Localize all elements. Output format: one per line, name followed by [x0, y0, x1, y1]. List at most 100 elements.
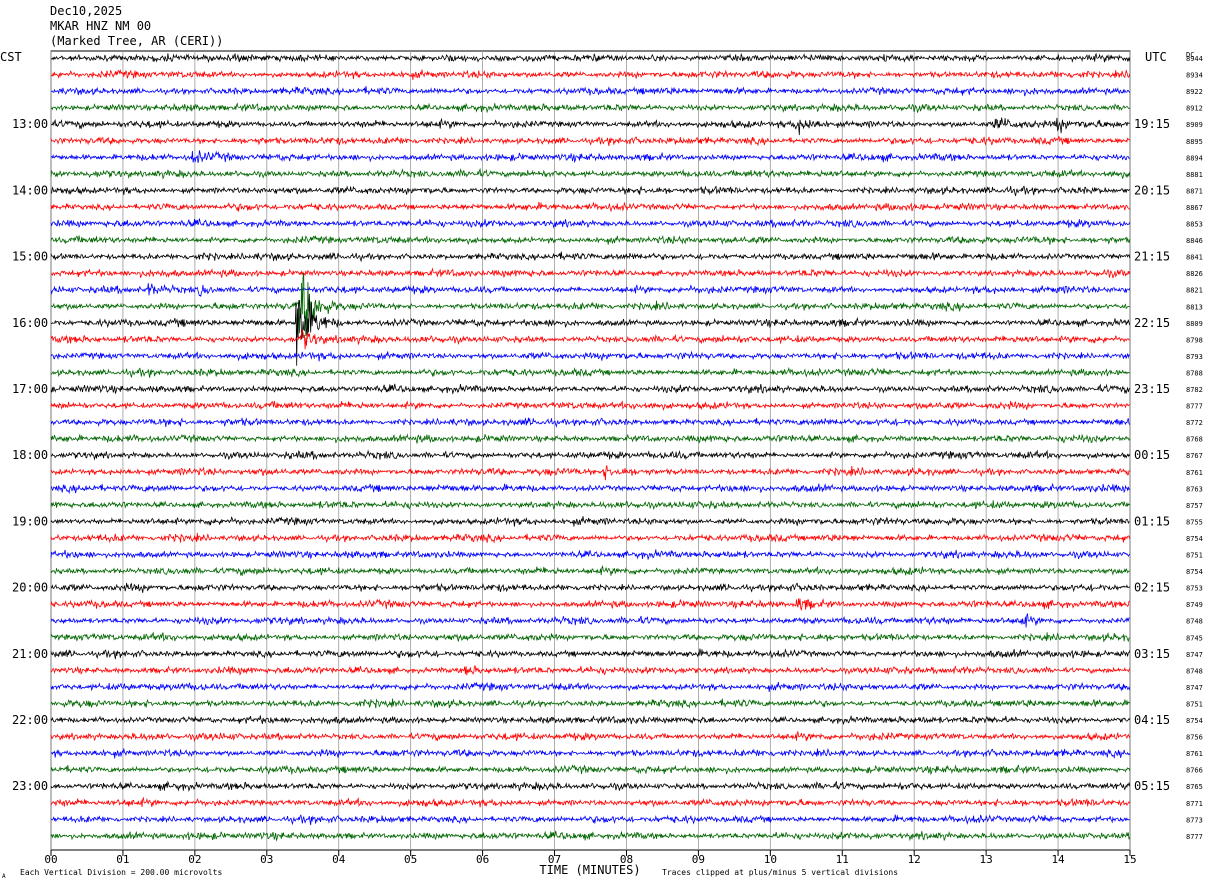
trace-line-26: [50, 482, 1131, 495]
trace-line-46: [50, 814, 1130, 826]
traces: [50, 52, 1131, 842]
scale-note: Each Vertical Division = 200.00 microvol…: [20, 868, 222, 877]
left-time-label: 23:00: [12, 779, 48, 793]
trace-line-36: [50, 648, 1131, 660]
trace-line-20: [50, 383, 1131, 395]
left-time-label: 17:00: [12, 382, 48, 396]
trace-line-7: [50, 167, 1131, 180]
right-time-label: 20:15: [1134, 183, 1170, 197]
dc-offset-label: 8748: [1186, 618, 1203, 626]
x-tick-label-00: 00: [44, 853, 57, 866]
left-time-label: 21:00: [12, 647, 48, 661]
trace-line-31: [50, 565, 1130, 577]
trace-line-34: [50, 613, 1130, 628]
trace-line-30: [50, 549, 1131, 561]
dc-offset-label: 8761: [1186, 750, 1203, 758]
trace-line-13: [50, 267, 1131, 279]
dc-offset-label: 8757: [1186, 502, 1203, 510]
left-time-label: 16:00: [12, 316, 48, 330]
x-tick-label-01: 01: [116, 853, 129, 866]
dc-offset-label: 8768: [1186, 436, 1203, 444]
trace-line-5: [50, 136, 1131, 147]
x-tick-label-11: 11: [836, 853, 849, 866]
dc-offset-label: 8912: [1186, 105, 1203, 113]
trace-line-3: [50, 102, 1130, 114]
dc-offset-label: 8754: [1186, 568, 1203, 576]
date-label: Dec10,2025: [50, 4, 123, 18]
x-tick-label-07: 07: [548, 853, 561, 866]
right-time-label: 00:15: [1134, 448, 1170, 462]
right-time-label: 19:15: [1134, 117, 1170, 131]
x-tick-label-06: 06: [476, 853, 489, 866]
trace-line-32: [50, 582, 1130, 593]
trace-line-45: [50, 796, 1131, 808]
dc-offset-label: 8767: [1186, 452, 1203, 460]
trace-line-38: [50, 681, 1131, 693]
trace-line-8: [50, 185, 1130, 197]
dc-offset-label: 8909: [1186, 121, 1203, 129]
trace-line-1: [50, 68, 1131, 81]
dc-offset-label: 8777: [1186, 833, 1203, 841]
trace-line-25: [50, 465, 1130, 481]
dc-offset-label: 8821: [1186, 287, 1203, 295]
trace-line-0: [50, 52, 1131, 64]
trace-line-15: [50, 272, 1130, 337]
grid: [50, 50, 1131, 856]
dc-offset-label: 8895: [1186, 138, 1203, 146]
x-tick-label-10: 10: [764, 853, 777, 866]
dc-offset-label: 8871: [1186, 187, 1203, 195]
x-tick-label-13: 13: [980, 853, 993, 866]
right-axis-label: UTC: [1145, 50, 1167, 64]
x-tick-label-03: 03: [260, 853, 273, 866]
trace-line-10: [50, 218, 1131, 229]
dc-offset-label: 8751: [1186, 700, 1203, 708]
right-time-label: 05:15: [1134, 779, 1170, 793]
right-time-label: 22:15: [1134, 316, 1170, 330]
dc-offset-label: 8894: [1186, 154, 1203, 162]
left-time-label: 22:00: [12, 713, 48, 727]
dc-offset-label: 8841: [1186, 254, 1203, 262]
right-time-label: 04:15: [1134, 713, 1170, 727]
trace-line-47: [50, 830, 1131, 842]
trace-line-41: [50, 730, 1131, 743]
dc-offset-label: 8751: [1186, 552, 1203, 560]
dc-offset-label: 8763: [1186, 485, 1203, 493]
dc-offset-label: 8782: [1186, 386, 1203, 394]
trace-line-40: [50, 715, 1131, 726]
trace-line-18: [50, 350, 1130, 362]
x-tick-label-15: 15: [1123, 853, 1136, 866]
dc-offset-label: 8766: [1186, 767, 1203, 775]
right-time-label: 03:15: [1134, 647, 1170, 661]
trace-line-21: [50, 400, 1131, 411]
right-time-label: 21:15: [1134, 250, 1170, 264]
x-axis-title: TIME (MINUTES): [539, 863, 640, 877]
dc-offset-label: 8747: [1186, 684, 1203, 692]
dc-offset-label: 8809: [1186, 320, 1203, 328]
trace-line-23: [50, 433, 1131, 444]
dc-offset-label: 8754: [1186, 717, 1203, 725]
dc-offset-label: 8813: [1186, 303, 1203, 311]
left-time-label: 13:00: [12, 117, 48, 131]
dc-offset-label: 8826: [1186, 270, 1203, 278]
trace-line-12: [50, 251, 1131, 263]
dc-offset-label: 8756: [1186, 734, 1203, 742]
trace-line-29: [50, 532, 1131, 544]
dc-offset-label: 8798: [1186, 336, 1203, 344]
x-tick-label-05: 05: [404, 853, 417, 866]
trace-line-9: [50, 201, 1131, 213]
dc-offset-label: 8777: [1186, 403, 1203, 411]
trace-line-19: [50, 366, 1130, 378]
right-time-label: 02:15: [1134, 581, 1170, 595]
trace-line-33: [50, 598, 1130, 611]
x-tick-label-02: 02: [188, 853, 201, 866]
right-time-label: 01:15: [1134, 514, 1170, 528]
trace-line-28: [50, 516, 1130, 527]
dc-offset-label: 8753: [1186, 585, 1203, 593]
trace-line-35: [50, 631, 1130, 643]
x-tick-label-04: 04: [332, 853, 346, 866]
dc-offset-label: 8788: [1186, 369, 1203, 377]
trace-line-37: [50, 665, 1131, 676]
x-tick-label-08: 08: [620, 853, 633, 866]
clip-note: Traces clipped at plus/minus 5 vertical …: [662, 868, 898, 877]
